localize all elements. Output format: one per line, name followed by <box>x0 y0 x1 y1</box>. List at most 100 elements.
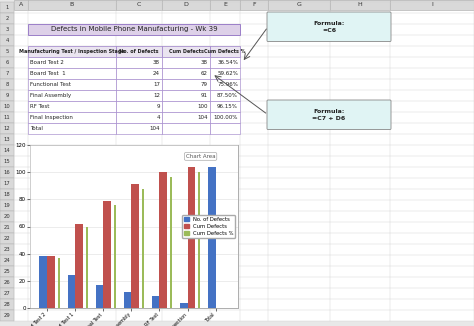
Bar <box>28 123 116 134</box>
Text: 96.15%: 96.15% <box>217 104 238 109</box>
Bar <box>162 57 210 68</box>
Bar <box>162 101 210 112</box>
Text: Final Inspection: Final Inspection <box>30 115 73 120</box>
Text: 29: 29 <box>4 313 10 318</box>
Bar <box>210 0 240 10</box>
Text: E: E <box>223 3 227 7</box>
Bar <box>67 275 75 308</box>
Bar <box>28 112 116 123</box>
Bar <box>268 0 330 10</box>
Text: 38: 38 <box>153 60 160 65</box>
Text: 17: 17 <box>4 181 10 186</box>
Text: 7: 7 <box>5 71 9 76</box>
Text: 16: 16 <box>4 170 10 175</box>
Bar <box>116 79 162 90</box>
Bar <box>116 46 162 57</box>
Bar <box>103 201 111 308</box>
Text: 2: 2 <box>5 16 9 21</box>
Bar <box>0 68 14 79</box>
Text: H: H <box>357 3 363 7</box>
Text: Final Assembly: Final Assembly <box>30 93 71 98</box>
Text: Total: Total <box>30 126 43 131</box>
Text: 21: 21 <box>4 225 10 230</box>
Text: 25: 25 <box>4 269 10 274</box>
Text: 6: 6 <box>5 60 9 65</box>
Text: 19: 19 <box>4 203 10 208</box>
Text: B: B <box>70 3 74 7</box>
Bar <box>0 57 14 68</box>
Text: 36.54%: 36.54% <box>217 60 238 65</box>
Text: 8: 8 <box>5 82 9 87</box>
Text: 20: 20 <box>4 214 10 219</box>
Text: Formula:
=C6: Formula: =C6 <box>313 21 345 33</box>
Bar <box>114 205 116 308</box>
Bar <box>162 90 210 101</box>
Bar <box>75 224 83 308</box>
Bar <box>0 310 14 321</box>
Text: 9: 9 <box>156 104 160 109</box>
Bar <box>14 0 28 10</box>
Text: 1: 1 <box>5 5 9 10</box>
Text: 91: 91 <box>201 93 208 98</box>
Bar <box>0 35 14 46</box>
Text: No. of Defects: No. of Defects <box>119 49 159 54</box>
Bar <box>210 79 240 90</box>
Text: 12: 12 <box>4 126 10 131</box>
Text: Board Test  1: Board Test 1 <box>30 71 65 76</box>
Bar <box>124 292 131 308</box>
Text: 28: 28 <box>4 302 10 307</box>
Text: Functional Test: Functional Test <box>30 82 71 87</box>
Bar <box>0 255 14 266</box>
Text: 4: 4 <box>156 115 160 120</box>
Bar <box>0 222 14 233</box>
Bar <box>116 0 162 10</box>
Text: C: C <box>137 3 141 7</box>
Bar <box>116 123 162 134</box>
Bar <box>0 2 14 13</box>
Text: 14: 14 <box>4 148 10 153</box>
FancyBboxPatch shape <box>267 12 391 41</box>
Bar <box>0 112 14 123</box>
Bar <box>162 0 210 10</box>
Legend: No. of Defects, Cum Defects, Cum Defects %: No. of Defects, Cum Defects, Cum Defects… <box>182 215 236 238</box>
Bar <box>188 167 195 308</box>
Text: 15: 15 <box>4 159 10 164</box>
Text: 100.00%: 100.00% <box>214 115 238 120</box>
Text: 104: 104 <box>149 126 160 131</box>
Text: 38: 38 <box>201 60 208 65</box>
Bar <box>162 79 210 90</box>
Bar <box>210 46 240 57</box>
Bar <box>198 172 201 308</box>
Text: 24: 24 <box>4 258 10 263</box>
Text: 23: 23 <box>4 247 10 252</box>
Text: 5: 5 <box>5 49 9 54</box>
Bar <box>0 200 14 211</box>
Text: 12: 12 <box>153 93 160 98</box>
Text: 11: 11 <box>4 115 10 120</box>
Text: 22: 22 <box>4 236 10 241</box>
Bar <box>96 285 103 308</box>
Bar <box>210 57 240 68</box>
Text: Cum Defects %: Cum Defects % <box>204 49 246 54</box>
Bar <box>0 156 14 167</box>
Bar <box>58 259 60 308</box>
Bar <box>162 123 210 134</box>
Bar <box>0 233 14 244</box>
Bar <box>28 57 116 68</box>
Text: 10: 10 <box>4 104 10 109</box>
Bar <box>0 244 14 255</box>
Bar <box>0 13 14 24</box>
Bar <box>210 101 240 112</box>
Bar <box>210 112 240 123</box>
Bar <box>0 24 14 35</box>
Bar <box>28 68 116 79</box>
Bar <box>131 185 139 308</box>
Text: 24: 24 <box>153 71 160 76</box>
Text: F: F <box>252 3 256 7</box>
Text: 17: 17 <box>153 82 160 87</box>
Text: Cum Defects: Cum Defects <box>169 49 203 54</box>
Bar <box>152 296 159 308</box>
Bar <box>116 101 162 112</box>
Text: 100: 100 <box>198 104 208 109</box>
Text: Manufacturing Test / Inspection Stage: Manufacturing Test / Inspection Stage <box>19 49 125 54</box>
